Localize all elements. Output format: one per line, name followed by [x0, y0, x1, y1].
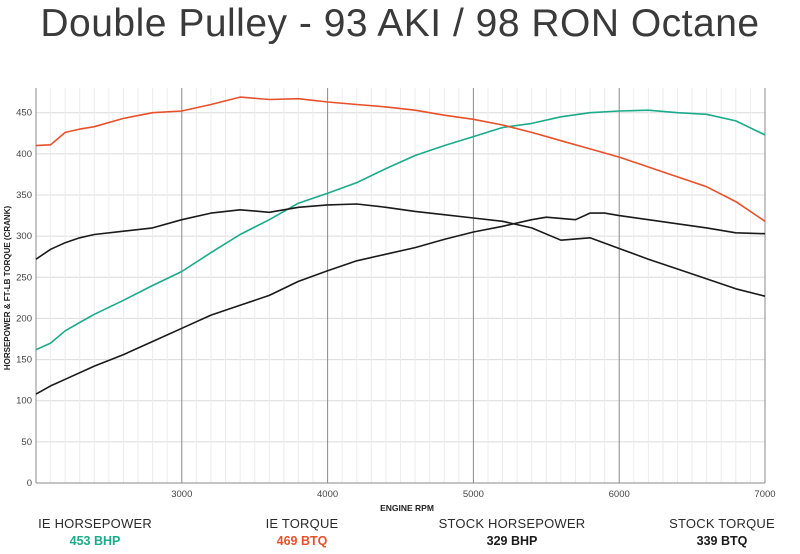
series-line-stock-horsepower — [35, 212, 766, 395]
legend-value: 329 BHP — [486, 534, 538, 548]
series-line-ie-torque — [35, 96, 766, 222]
legend-label: IE TORQUE — [265, 516, 339, 531]
y-tick-label: 350 — [16, 190, 32, 201]
chart-title: Double Pulley - 93 AKI / 98 RON Octane — [40, 2, 760, 45]
x-tick-label: 5000 — [463, 489, 484, 500]
y-tick-label: 300 — [16, 231, 32, 242]
x-tick-label: 6000 — [609, 489, 630, 500]
y-tick-label: 250 — [16, 272, 32, 283]
legend-item-ie-torque: IE TORQUE 469 BTQ — [237, 516, 367, 548]
x-tick-label: 4000 — [317, 489, 338, 500]
legend-item-stock-horsepower: STOCK HORSEPOWER 329 BHP — [432, 516, 592, 548]
grid-lines — [36, 88, 766, 483]
legend-label: STOCK HORSEPOWER — [438, 516, 586, 531]
y-tick-label: 400 — [16, 149, 32, 160]
legend-label: STOCK TORQUE — [669, 516, 775, 531]
legend-value: 339 BTQ — [696, 534, 748, 548]
legend-item-stock-torque: STOCK TORQUE 339 BTQ — [652, 516, 792, 548]
legend-item-ie-horsepower: IE HORSEPOWER 453 BHP — [20, 516, 170, 548]
series-line-stock-torque — [35, 203, 766, 297]
legend-label: IE HORSEPOWER — [38, 516, 152, 531]
y-tick-label: 50 — [21, 437, 32, 448]
series-lines — [35, 96, 766, 395]
x-axis-label: ENGINE RPM — [380, 503, 434, 513]
x-tick-label: 3000 — [171, 489, 192, 500]
legend-value: 453 BHP — [69, 534, 121, 548]
series-line-ie-horsepower — [35, 109, 766, 351]
axes: 0 50 100 150 200 250 300 350 400 450 3000 4000 5000 6… — [16, 88, 776, 500]
y-tick-label: 100 — [16, 396, 32, 407]
y-tick-label: 200 — [16, 313, 32, 324]
y-tick-label: 0 — [27, 478, 32, 489]
legend-value: 469 BTQ — [276, 534, 328, 548]
x-tick-label: 7000 — [754, 489, 775, 500]
y-tick-label: 450 — [16, 108, 32, 119]
y-tick-label: 150 — [16, 355, 32, 366]
y-axis-label: HORSEPOWER & FT-LB TORQUE (CRANK) — [3, 206, 12, 371]
